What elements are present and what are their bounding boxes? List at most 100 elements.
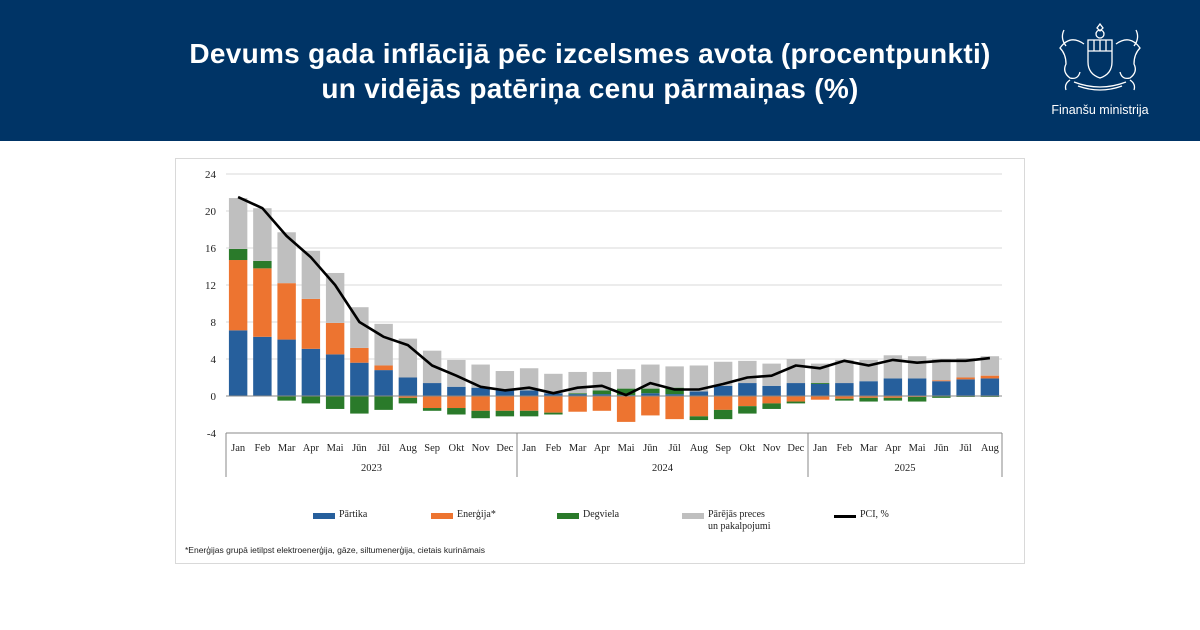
bar-pārtika: [277, 339, 296, 396]
bar-pārtika: [592, 394, 612, 396]
bar-degviela: [810, 383, 830, 384]
bar-degviela: [374, 396, 393, 410]
year-label: 2023: [361, 463, 382, 474]
title-line-1: Devums gada inflācijā pēc izcelsmes avot…: [189, 38, 991, 69]
bar-degviela: [325, 396, 345, 409]
bar-pārējās: [519, 368, 539, 391]
bar-pārējās: [544, 373, 563, 394]
bar-pārtika: [689, 391, 709, 396]
bar-pārējās: [616, 369, 636, 389]
bar-enerģija: [301, 298, 321, 349]
x-tick-label: Jūn: [643, 443, 658, 454]
x-tick-label: Jūl: [959, 443, 971, 454]
y-tick-label: 16: [205, 243, 217, 255]
bar-enerģija: [253, 268, 272, 337]
coat-of-arms-icon: [1059, 22, 1141, 91]
bar-degviela: [616, 388, 636, 396]
x-tick-label: Mar: [278, 443, 296, 454]
year-label: 2024: [652, 463, 674, 474]
bar-pārtika: [495, 389, 515, 396]
x-tick-label: Mar: [569, 443, 587, 454]
bar-pārtika: [350, 362, 369, 396]
bar-degviela: [447, 408, 466, 415]
legend-label-degviela: Degviela: [583, 509, 620, 520]
bar-pārtika: [519, 390, 539, 396]
line-pci: [237, 195, 991, 397]
bar-degviela: [713, 409, 733, 420]
bar-pārtika: [471, 387, 490, 396]
bar-enerģija: [835, 396, 854, 399]
bar-enerģija: [641, 396, 660, 416]
x-tick-label: Aug: [981, 443, 1000, 454]
bar-degviela: [786, 401, 806, 404]
bar-degviela: [301, 396, 321, 404]
bar-pārtika: [810, 383, 830, 396]
bar-pārējās: [447, 359, 466, 387]
bar-degviela: [277, 396, 296, 401]
x-tick-label: Jūl: [377, 443, 389, 454]
x-tick-label: Sep: [715, 443, 731, 454]
bar-enerģija: [374, 365, 393, 371]
bar-pārtika: [568, 394, 587, 396]
bar-enerģija: [786, 396, 806, 402]
bar-degviela: [519, 410, 539, 417]
x-tick-label: Jūn: [352, 443, 367, 454]
bar-pārtika: [228, 330, 248, 396]
bar-enerģija: [713, 396, 733, 410]
bar-enerģija: [932, 380, 951, 382]
bar-degviela: [665, 387, 684, 395]
y-tick-label: 24: [205, 169, 217, 181]
bar-enerģija: [422, 396, 442, 409]
bar-pārtika: [544, 393, 563, 396]
bar-pārtika: [762, 385, 781, 396]
x-tick-label: Mai: [909, 443, 926, 454]
bar-pārtika: [786, 383, 806, 396]
bar-enerģija: [325, 322, 345, 355]
y-tick-label: 12: [205, 280, 216, 292]
bar-degviela: [932, 396, 951, 398]
bar-pārējās: [325, 272, 345, 323]
footnote: *Enerģijas grupā ietilpst elektroenerģij…: [185, 545, 486, 555]
bar-enerģija: [568, 396, 587, 412]
y-tick-label: -4: [207, 428, 217, 440]
bar-degviela: [350, 396, 369, 414]
bar-pārējās: [495, 371, 515, 390]
bar-enerģija: [738, 396, 757, 407]
bar-degviela: [762, 403, 781, 409]
bar-pārtika: [738, 383, 757, 396]
bar-degviela: [253, 260, 272, 269]
bar-enerģija: [592, 396, 612, 411]
bar-degviela: [738, 406, 757, 414]
bar-enerģija: [980, 375, 1000, 379]
bar-pārtika: [713, 385, 733, 396]
bar-pārtika: [883, 378, 903, 396]
bar-degviela: [689, 416, 709, 421]
x-tick-label: Nov: [472, 443, 491, 454]
legend-label-pci: PCI, %: [860, 509, 889, 520]
bar-pārtika: [956, 379, 975, 396]
x-tick-label: Okt: [740, 443, 756, 454]
bar-enerģija: [883, 396, 903, 398]
bar-degviela: [883, 397, 903, 401]
x-tick-label: Apr: [885, 443, 902, 454]
bar-degviela: [592, 390, 612, 395]
bar-degviela: [228, 248, 248, 261]
bar-pārtika: [398, 377, 418, 396]
bar-degviela: [568, 393, 587, 395]
bar-degviela: [835, 398, 854, 401]
bar-pārējās: [980, 356, 1000, 376]
bar-enerģija: [616, 396, 636, 422]
legend-label-parejas-line2: un pakalpojumi: [708, 521, 771, 532]
bar-pārtika: [447, 386, 466, 396]
bar-pārtika: [907, 378, 927, 396]
legend-swatch-energija: [431, 513, 453, 519]
y-tick-label: 4: [211, 354, 217, 366]
page-title: Devums gada inflācijā pēc izcelsmes avot…: [90, 36, 1090, 106]
bar-pārtika: [325, 354, 345, 396]
bar-pārtika: [859, 381, 878, 396]
x-tick-label: Aug: [690, 443, 709, 454]
x-tick-label: Jan: [813, 443, 828, 454]
x-tick-label: Jūn: [934, 443, 949, 454]
legend-label-parejas: Pārējās preces un pakalpojumi: [708, 509, 771, 533]
x-tick-label: Aug: [399, 443, 418, 454]
